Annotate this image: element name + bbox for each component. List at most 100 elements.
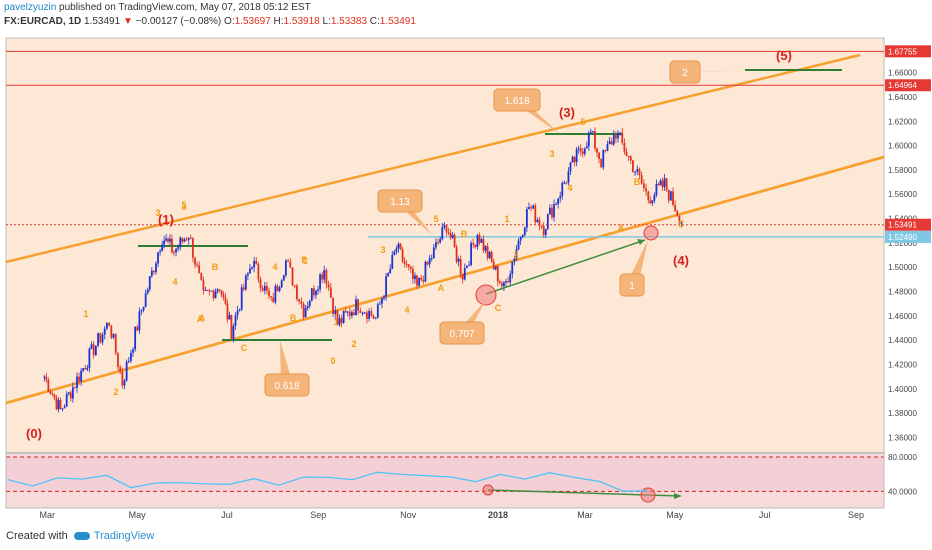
candle-body	[47, 379, 50, 392]
candle-body	[238, 309, 241, 311]
candle-body	[114, 333, 117, 354]
y-tick-label: 1.56000	[888, 190, 917, 199]
candle-body	[669, 191, 672, 201]
candle-body	[505, 281, 507, 283]
candle-body	[647, 191, 650, 200]
candle-body	[253, 260, 256, 268]
candle-body	[159, 251, 161, 253]
candle-body	[575, 149, 578, 163]
x-tick-label: May	[666, 510, 684, 520]
price-chart[interactable]: 0.618 1.13 0.707 1.618 2 1 (0) (1) (3) (5) (4) 1 2 3 4…	[0, 30, 932, 525]
candle-body	[90, 344, 93, 349]
candle-body	[208, 290, 211, 292]
published-text: published on TradingView.com, May 07, 20…	[59, 2, 311, 13]
candle-body	[403, 261, 406, 264]
candle-body	[257, 263, 260, 280]
candle-body	[315, 290, 317, 296]
close-label: C:	[369, 16, 380, 27]
candle-body	[416, 275, 418, 286]
candle-body	[340, 318, 343, 323]
candle-body	[592, 131, 594, 133]
close-value: 1.53491	[379, 16, 416, 27]
x-tick-label: Sep	[848, 510, 864, 520]
candle-body	[640, 175, 643, 184]
candle-body	[220, 290, 223, 295]
candle-body	[244, 275, 247, 290]
price-tag-label: 1.52490	[888, 233, 917, 242]
candle-body	[405, 263, 408, 265]
candle-body	[559, 195, 562, 199]
candle-body	[661, 180, 664, 188]
candle-body	[45, 376, 48, 380]
candle-body	[619, 132, 622, 134]
candle-body	[230, 315, 233, 339]
candle-body	[498, 281, 501, 284]
candle-body	[551, 207, 553, 218]
candle-body	[55, 397, 58, 410]
price-tag	[885, 218, 931, 231]
minor-wave-label: C	[495, 303, 502, 313]
y-tick-label: 1.64000	[888, 93, 917, 102]
minor-wave-label: B	[461, 229, 468, 239]
minor-wave-label: 4	[272, 262, 277, 272]
candle-body	[621, 132, 624, 143]
candle-body	[567, 171, 570, 183]
candle-body	[634, 171, 636, 173]
candle-body	[571, 157, 574, 163]
candle-body	[325, 270, 328, 285]
publisher-name[interactable]: pavelzyuzin	[4, 2, 57, 13]
candle-body	[432, 247, 435, 259]
candle-body	[144, 293, 147, 307]
candle-body	[604, 150, 607, 152]
candle-body	[517, 240, 520, 250]
candle-body	[680, 222, 683, 224]
candle-body	[150, 270, 153, 277]
candle-body	[88, 348, 91, 368]
candle-body	[418, 277, 421, 286]
candle-body	[108, 322, 111, 326]
y-tick-label: 1.58000	[888, 166, 917, 175]
candle-body	[383, 296, 385, 299]
minor-wave-label: 4	[404, 305, 409, 315]
candle-body	[449, 233, 452, 238]
y-tick-label: 1.40000	[888, 385, 917, 394]
candle-body	[530, 207, 532, 209]
low-value: 1.53383	[330, 16, 367, 27]
wave-label: (4)	[673, 253, 689, 268]
candle-body	[625, 151, 628, 156]
high-label: H:	[273, 16, 284, 27]
candle-body	[196, 264, 198, 266]
candle-body	[583, 148, 586, 154]
tradingview-brand[interactable]: TradingView	[93, 530, 155, 542]
candle-body	[169, 238, 171, 242]
candle-body	[617, 132, 619, 139]
candle-body	[246, 273, 249, 276]
candle-body	[249, 268, 251, 274]
candle-body	[274, 285, 277, 303]
candle-body	[569, 162, 572, 172]
candle-body	[368, 311, 371, 319]
candle-body	[465, 265, 468, 269]
created-with-text: Created with	[6, 530, 68, 542]
candle-body	[284, 260, 287, 276]
candle-body	[521, 235, 524, 237]
candle-body	[350, 312, 353, 316]
candle-body	[428, 258, 431, 265]
candle-body	[579, 148, 582, 152]
candle-body	[206, 289, 209, 291]
candle-body	[490, 252, 493, 262]
candle-body	[161, 244, 164, 252]
rsi-circle-current	[640, 487, 656, 503]
candle-body	[261, 288, 264, 291]
candle-body	[426, 261, 429, 265]
candle-body	[317, 289, 319, 291]
candle-body	[110, 325, 113, 338]
candle-body	[606, 143, 609, 152]
candle-body	[179, 237, 182, 248]
divergence-arrowhead-rsi	[674, 493, 682, 499]
candle-body	[357, 299, 359, 311]
candle-body	[242, 287, 245, 290]
candle-body	[103, 328, 106, 335]
candle-body	[204, 289, 207, 291]
candle-body	[334, 310, 337, 315]
